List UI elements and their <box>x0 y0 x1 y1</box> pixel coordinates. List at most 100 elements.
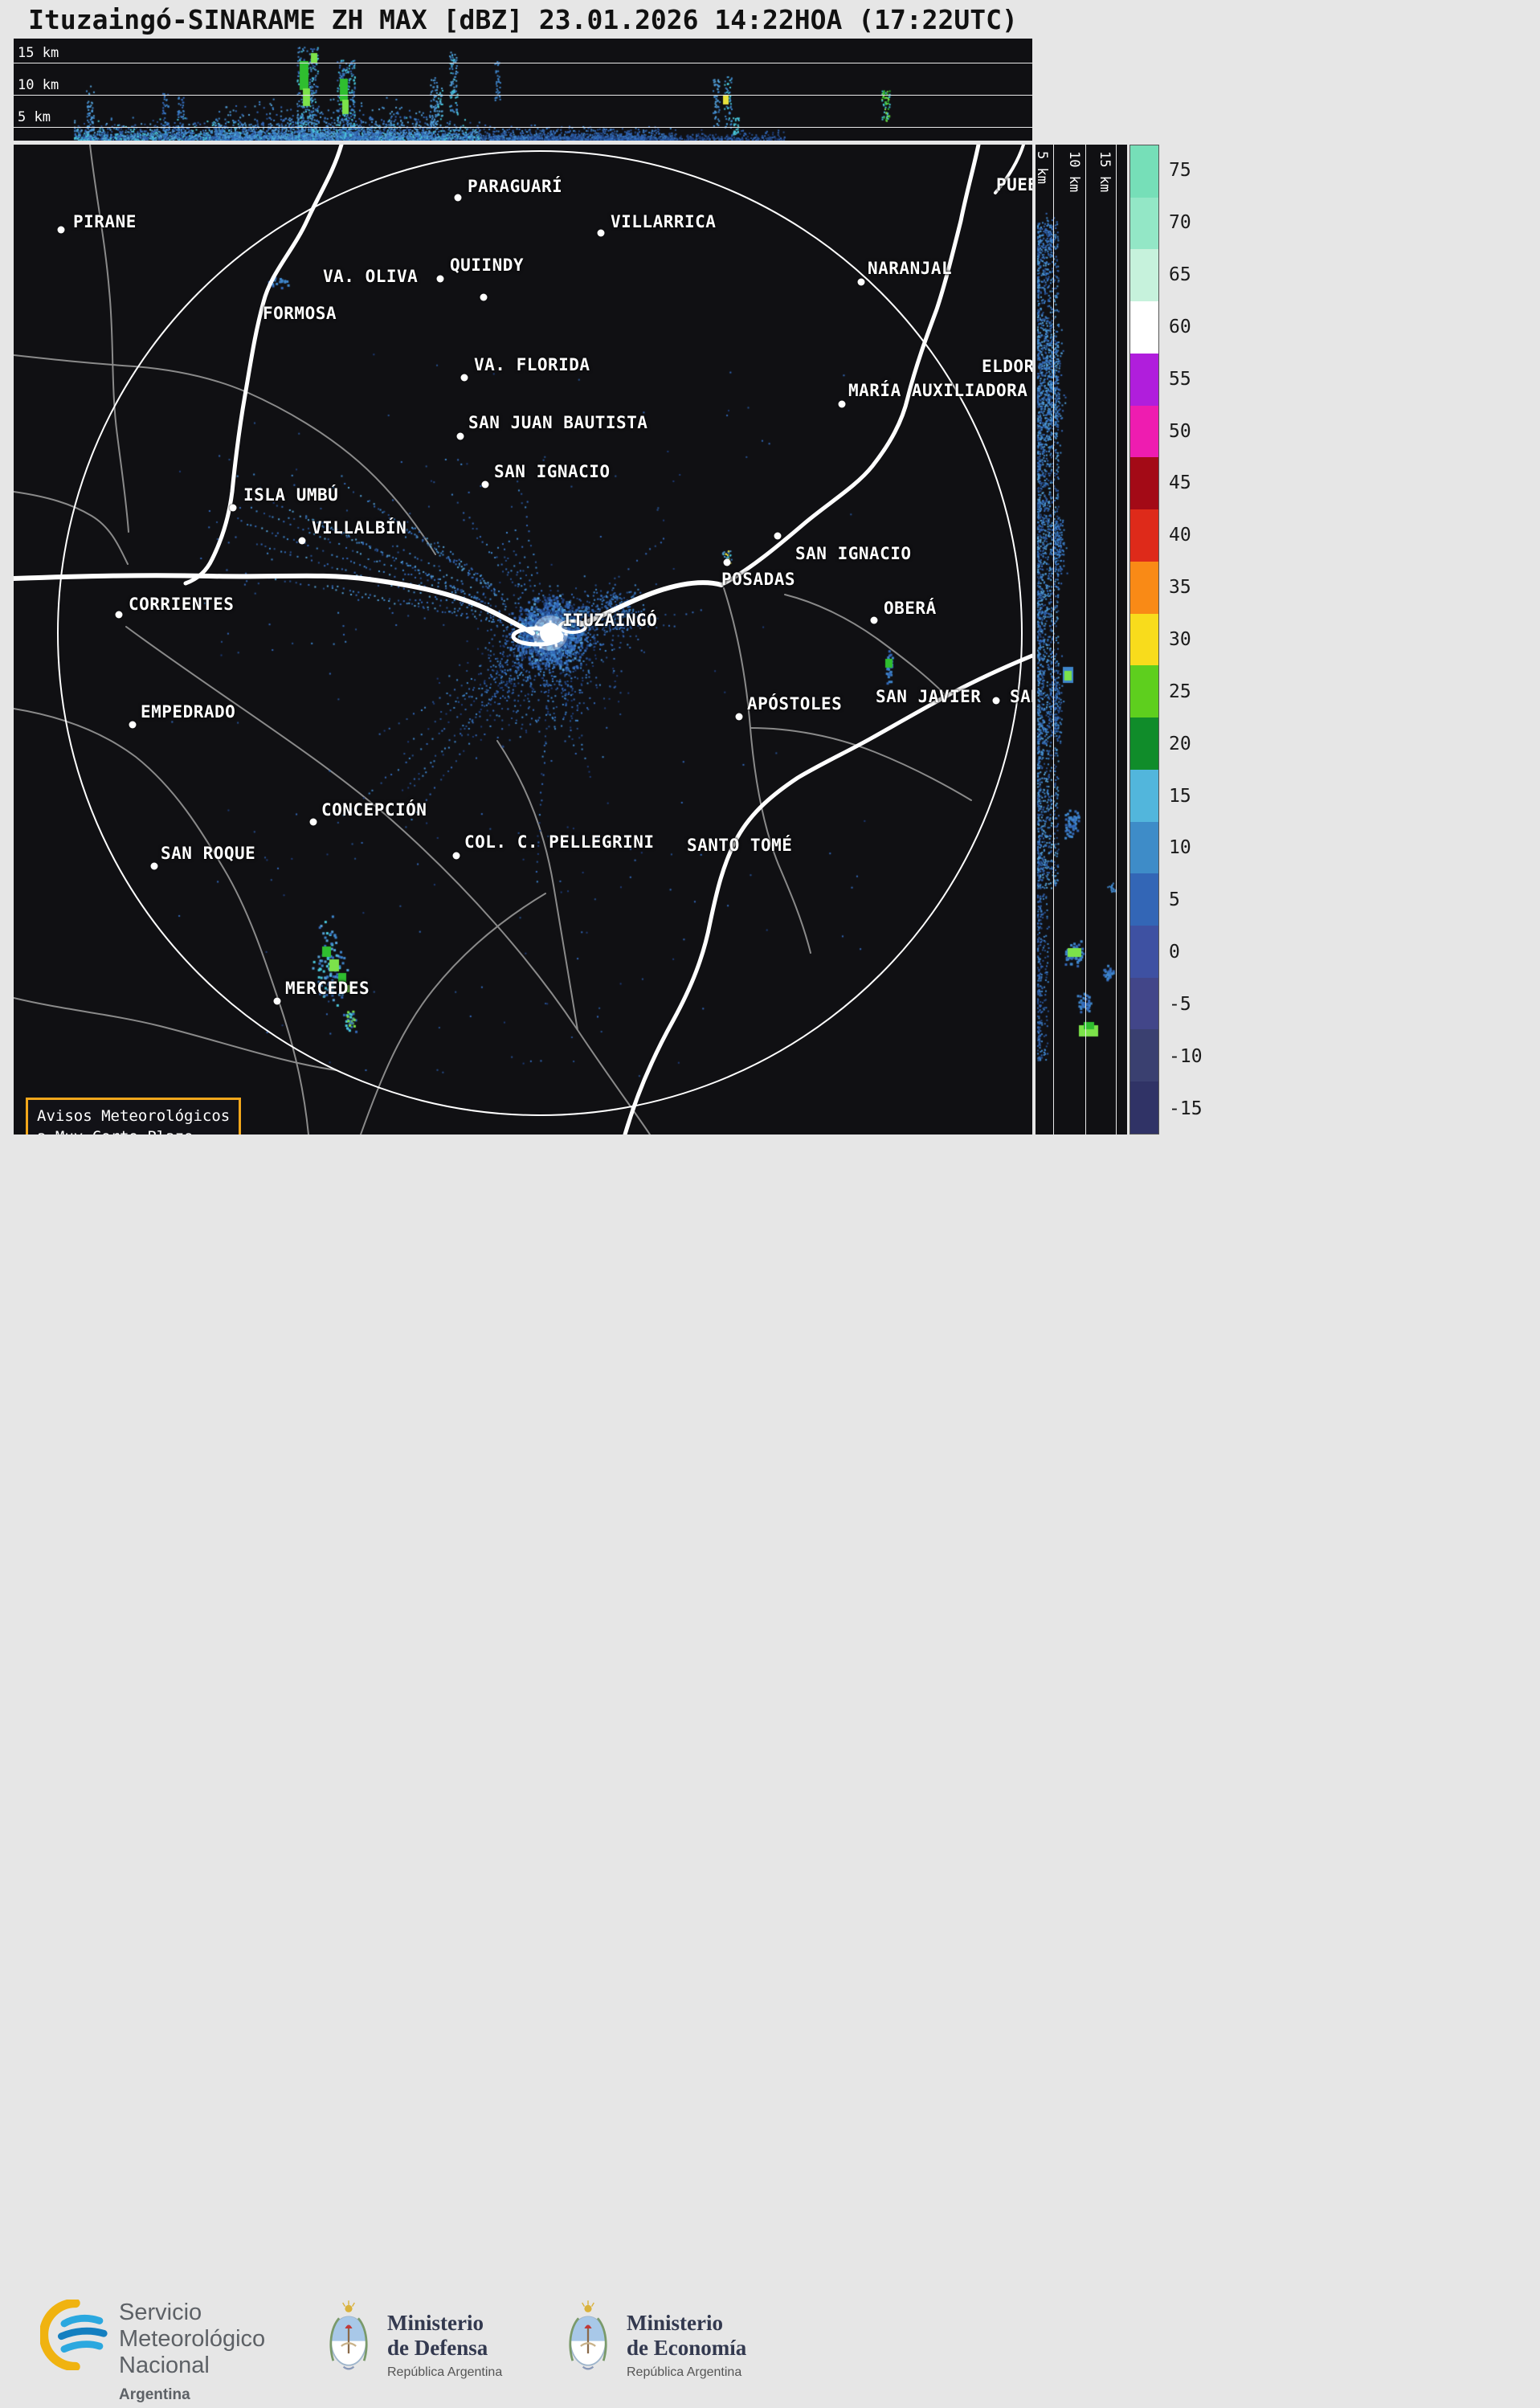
city-label: CONCEPCIÓN <box>321 800 427 820</box>
ministry-defensa-subtitle: República Argentina <box>387 2365 503 2379</box>
colorbar-band <box>1130 665 1158 718</box>
river-parana-east <box>578 580 724 627</box>
city-dot <box>735 713 743 721</box>
colorbar-tick: 55 <box>1169 368 1191 390</box>
height-label-10km-v: 10 km <box>1066 151 1082 193</box>
smn-line-1: Servicio <box>119 2300 202 2325</box>
colorbar-band <box>1130 926 1158 978</box>
smn-line-2: Meteorológico <box>119 2326 266 2352</box>
city-dot <box>456 432 464 440</box>
colorbar-band <box>1130 249 1158 302</box>
warning-line-2: a Muy Corto Plazo <box>37 1126 230 1134</box>
city-dot <box>309 818 317 826</box>
ministry-economia-title-1: Ministerio <box>627 2311 723 2335</box>
colorbar-tick: -5 <box>1169 993 1191 1015</box>
colorbar-tick: 15 <box>1169 785 1191 807</box>
city-label: VA. FLORIDA <box>474 355 590 374</box>
city-label: SAN IGNACIO <box>494 462 611 481</box>
ministry-economia-wordmark: Ministerio de Economía República Argenti… <box>627 2311 746 2380</box>
colorbar-band <box>1130 353 1158 406</box>
colorbar-tick: 5 <box>1169 889 1180 911</box>
city-dot <box>460 374 468 382</box>
top-height-profile: 15 km 10 km 5 km <box>14 39 1032 141</box>
city-dot <box>454 194 462 202</box>
top-profile-echoes-canvas <box>14 39 1032 141</box>
ministry-defensa-title-1: Ministerio <box>387 2311 484 2335</box>
colorbar-tick: 45 <box>1169 472 1191 494</box>
warning-line-1: Avisos Meteorológicos <box>37 1107 231 1125</box>
city-label: SANTO TOMÉ <box>687 836 793 855</box>
colorbar-tick: 70 <box>1169 212 1191 234</box>
colorbar-tick: 20 <box>1169 733 1191 754</box>
height-line-15km-v <box>1116 145 1117 1134</box>
city-dot <box>723 558 731 566</box>
height-line-10km <box>14 95 1032 96</box>
city-dot <box>273 997 281 1005</box>
city-label: SAN JAVIER <box>876 687 982 706</box>
city-dot <box>481 480 489 489</box>
city-dot <box>857 278 865 286</box>
city-label: POSADAS <box>721 570 796 589</box>
colorbar-band <box>1130 457 1158 510</box>
height-line-5km <box>14 127 1032 128</box>
city-label: VA. OLIVA <box>323 267 419 286</box>
colorbar-tick: 40 <box>1169 525 1191 546</box>
height-label-15km: 15 km <box>18 45 59 61</box>
colorbar-band <box>1130 561 1158 614</box>
city-dot <box>436 275 444 283</box>
colorbar-band <box>1130 197 1158 250</box>
city-dot <box>115 611 123 619</box>
range-ring <box>57 150 1023 1116</box>
yacyreta-island-2 <box>558 619 587 634</box>
colorbar-band <box>1130 509 1158 562</box>
height-label-10km: 10 km <box>18 77 59 93</box>
height-line-5km-v <box>1053 145 1054 1134</box>
colorbar-tick: -15 <box>1169 1098 1203 1119</box>
city-dot <box>870 616 878 624</box>
yacyreta-island <box>511 626 564 647</box>
ministry-economia-subtitle: República Argentina <box>627 2365 742 2379</box>
city-label: VILLARRICA <box>611 212 717 231</box>
right-profile-echoes-canvas <box>1036 145 1127 1134</box>
city-dot <box>774 532 782 540</box>
coat-of-arms-icon <box>329 2300 368 2370</box>
river-uruguay <box>623 653 1032 1134</box>
smn-wordmark: Servicio Meteorológico Nacional Argentin… <box>119 2300 265 2408</box>
colorbar-band <box>1130 769 1158 822</box>
city-dot <box>150 862 158 870</box>
city-label: ELDOR <box>982 357 1032 376</box>
warning-box[interactable]: Avisos Meteorológicos a Muy Corto Plazo <box>26 1098 242 1134</box>
colorbar-tick: 0 <box>1169 942 1180 963</box>
colorbar-band <box>1130 977 1158 1030</box>
ministry-defensa-title-2: de Defensa <box>387 2336 488 2360</box>
city-label: NARANJAL <box>868 259 953 278</box>
city-label: SAN <box>1010 687 1032 706</box>
smn-logo <box>40 2300 108 2370</box>
radar-map-panel: PIRANE PARAGUARÍ VILLARRICA VA. OLIVA QUIIND… <box>14 145 1032 1134</box>
city-label: PUEB <box>996 175 1032 194</box>
height-label-5km: 5 km <box>18 109 51 125</box>
city-dot <box>129 721 137 729</box>
colorbar-tick: 35 <box>1169 577 1191 599</box>
city-label: CORRIENTES <box>129 595 235 614</box>
ministry-economia-title-2: de Economía <box>627 2336 747 2360</box>
city-label: COL. C. PELLEGRINI <box>464 832 655 852</box>
colorbar-band <box>1130 613 1158 666</box>
city-dot <box>57 226 65 234</box>
city-label: ISLA UMBÚ <box>243 485 339 505</box>
colorbar-tick: 50 <box>1169 420 1191 442</box>
colorbar-tick: -10 <box>1169 1045 1203 1067</box>
page-title: Ituzaingó-SINARAME ZH MAX [dBZ] 23.01.20… <box>28 4 1018 35</box>
colorbar-tick: 65 <box>1169 264 1191 286</box>
colorbar-band <box>1130 1029 1158 1082</box>
rivers-and-range-ring-svg <box>14 145 1032 1134</box>
city-label: MARÍA AUXILIADORA <box>848 381 1028 400</box>
city-label: SAN ROQUE <box>161 844 256 863</box>
city-label: VILLALBÍN <box>312 518 407 538</box>
river-paraguay <box>183 145 344 586</box>
city-label: MERCEDES <box>285 979 370 998</box>
city-dot <box>992 697 1000 705</box>
city-label: EMPEDRADO <box>141 702 236 722</box>
smn-line-3: Nacional <box>119 2353 210 2378</box>
city-label: PIRANE <box>73 212 137 231</box>
